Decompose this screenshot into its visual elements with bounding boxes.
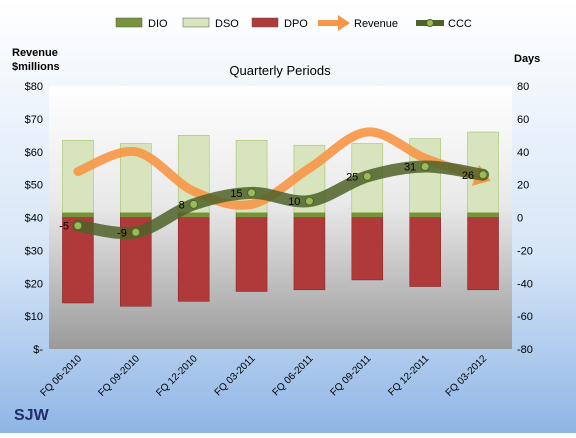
ccc-data-label: -5 [59, 221, 69, 233]
legend-label: DIO [148, 18, 168, 30]
right-tick-label: 20 [517, 180, 529, 192]
ccc-data-label: 10 [288, 196, 300, 208]
left-tick-label: $40 [25, 213, 43, 225]
left-tick-label: $10 [25, 311, 43, 323]
bar-dio [409, 212, 441, 218]
legend-label: Revenue [354, 18, 398, 30]
legend-swatch [251, 17, 279, 28]
legend-swatch-dot [426, 19, 434, 27]
left-tick-label: $70 [25, 114, 43, 126]
left-axis-label-line2: $millions [12, 61, 60, 73]
legend-label: DPO [284, 18, 308, 30]
bar-dso [62, 139, 94, 213]
right-tick-label: 0 [517, 213, 523, 225]
left-tick-label: $50 [25, 180, 43, 192]
legend-label: CCC [448, 18, 472, 30]
right-tick-label: -20 [517, 245, 533, 257]
bar-dio [467, 212, 499, 218]
right-tick-label: -80 [517, 344, 533, 356]
ccc-point [189, 199, 199, 209]
ccc-point [73, 221, 83, 231]
ccc-point [304, 196, 314, 206]
ccc-data-label: 8 [179, 199, 185, 211]
legend-swatch-arrowhead [338, 15, 350, 31]
ccc-data-label: 25 [346, 171, 358, 183]
left-tick-label: $80 [25, 81, 43, 93]
bar-dpo [351, 217, 384, 281]
ccc-data-label: 15 [230, 188, 242, 200]
bar-dio [293, 212, 326, 218]
ccc-line [71, 160, 490, 240]
ccc-data-label: 26 [462, 170, 474, 182]
ccc-point [362, 171, 372, 181]
bar-dpo [467, 217, 499, 291]
right-tick-label: -40 [517, 278, 533, 290]
left-tick-label: $30 [25, 245, 43, 257]
left-axis-ticks: $80 $70 $60 $50 $40 $30 $20 $10 $- [25, 81, 44, 356]
left-tick-label: $60 [25, 147, 43, 159]
bar-dio [235, 212, 268, 218]
ccc-data-label: -9 [117, 227, 127, 239]
bar-dpo [293, 217, 326, 291]
bar-dpo [177, 217, 210, 302]
legend-label: DSO [215, 18, 239, 30]
plot-area [49, 86, 512, 349]
bar-dpo [235, 217, 268, 292]
ccc-point [478, 170, 488, 180]
bar-dio [351, 212, 384, 218]
ccc-point [420, 162, 430, 172]
legend-swatch [182, 17, 210, 28]
bar-dio [120, 212, 152, 218]
right-tick-label: 80 [517, 81, 529, 93]
left-tick-label: $- [33, 344, 43, 356]
ccc-data-label: 31 [404, 162, 416, 174]
right-axis-label: Days [514, 53, 540, 65]
legend: DIO DSO DPO Revenue CCC [115, 15, 472, 31]
line-series: -5 -9 8 15 10 25 31 26 [59, 127, 491, 240]
revenue-line [73, 127, 488, 210]
legend-swatch [115, 17, 143, 28]
right-axis-ticks: 80 60 40 20 0 -20 -40 -60 -80 [517, 81, 533, 356]
bar-dio [62, 212, 94, 218]
left-tick-label: $20 [25, 278, 43, 290]
company-label: SJW [14, 407, 50, 424]
right-tick-label: -60 [517, 311, 533, 323]
right-tick-label: 40 [517, 147, 529, 159]
left-axis-label-line1: Revenue [12, 47, 58, 59]
bar-dpo [409, 217, 441, 287]
ccc-point [131, 227, 141, 237]
ccc-point [247, 188, 257, 198]
chart-title: Quarterly Periods [229, 63, 331, 78]
right-tick-label: 60 [517, 114, 529, 126]
